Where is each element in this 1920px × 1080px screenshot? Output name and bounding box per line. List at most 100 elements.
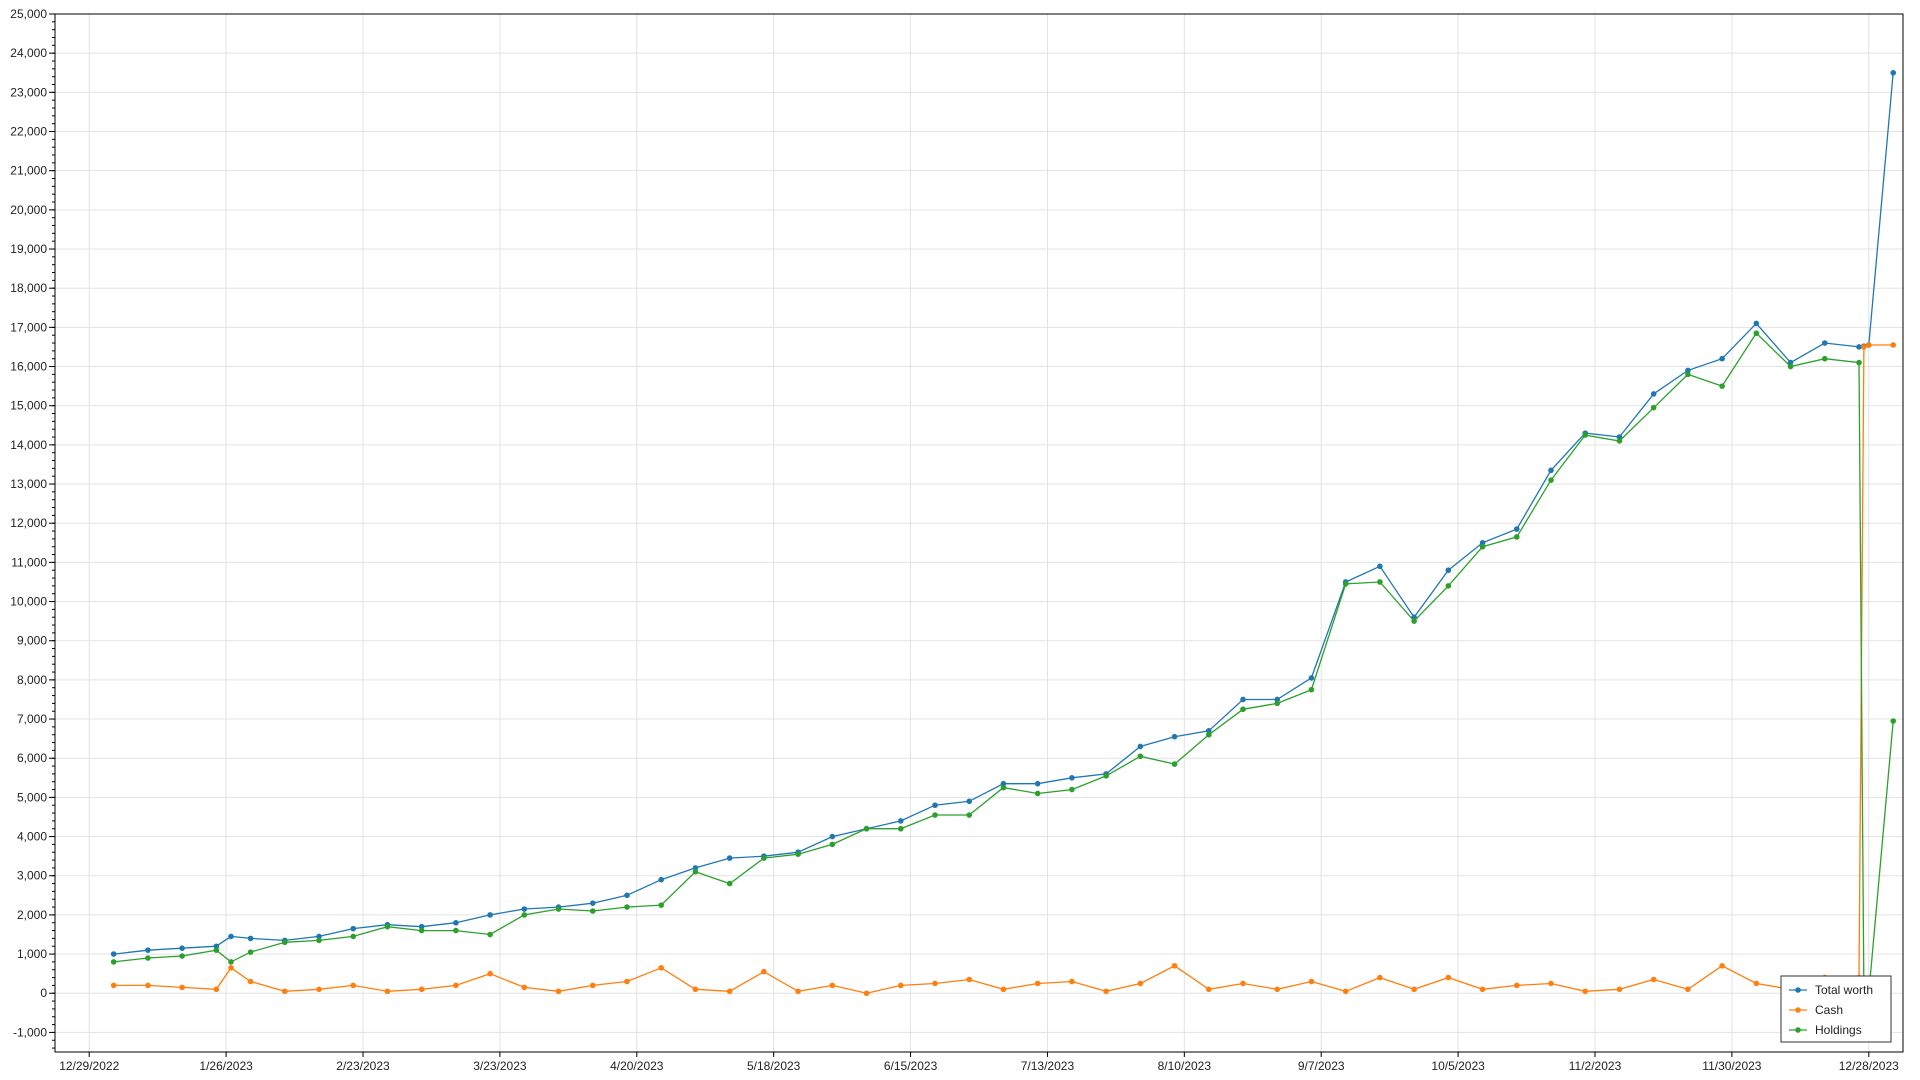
legend-label: Cash xyxy=(1815,1003,1843,1017)
plot-area-border xyxy=(54,13,1904,1053)
x-tick-label: 7/13/2023 xyxy=(1021,1059,1075,1073)
data-point xyxy=(1308,675,1315,681)
y-tick-label: 5,000 xyxy=(17,790,47,804)
data-point xyxy=(761,968,767,975)
x-tick-label: 1/26/2023 xyxy=(199,1059,253,1073)
data-point xyxy=(966,976,973,983)
data-point xyxy=(863,990,870,997)
data-point xyxy=(966,812,973,818)
data-point xyxy=(897,818,904,824)
y-tick-label: 7,000 xyxy=(17,712,47,726)
data-point xyxy=(418,923,425,930)
data-point xyxy=(589,900,596,906)
series-line xyxy=(113,332,1894,994)
data-point xyxy=(1069,775,1075,781)
legend: Total worth Cash Holdings xyxy=(1780,975,1892,1043)
data-point xyxy=(145,982,151,989)
data-point xyxy=(1171,733,1178,740)
series-cash xyxy=(110,342,1897,997)
series-line xyxy=(113,72,1894,955)
series-line xyxy=(113,344,1894,994)
data-point xyxy=(1513,982,1520,989)
data-point xyxy=(145,947,151,953)
data-point xyxy=(1377,974,1383,981)
data-point xyxy=(521,906,528,912)
data-point xyxy=(1513,534,1520,540)
x-tick-label: 4/20/2023 xyxy=(610,1059,664,1073)
data-point xyxy=(453,982,459,989)
grid-layer xyxy=(55,13,1903,1052)
data-point xyxy=(1719,963,1725,969)
y-tick-label: 12,000 xyxy=(10,516,47,530)
data-point xyxy=(1103,773,1109,779)
legend-swatch-marker xyxy=(1795,1027,1801,1033)
data-point xyxy=(1308,686,1315,693)
data-point xyxy=(487,912,493,918)
data-point xyxy=(1137,980,1144,987)
data-point xyxy=(418,986,425,993)
data-point xyxy=(1000,784,1007,791)
data-point xyxy=(1342,988,1349,995)
data-point xyxy=(110,982,117,989)
y-tick-label: 13,000 xyxy=(10,477,47,491)
data-point xyxy=(1582,432,1589,438)
y-tick-label: 1,000 xyxy=(17,947,47,961)
data-point xyxy=(1205,728,1212,734)
data-point xyxy=(179,984,185,991)
data-point xyxy=(726,880,733,887)
data-point xyxy=(555,906,562,912)
y-tick-label: 8,000 xyxy=(17,673,47,687)
data-point xyxy=(658,964,665,971)
data-point xyxy=(228,964,234,971)
y-tick-label: 16,000 xyxy=(10,360,47,374)
data-point xyxy=(1685,367,1691,374)
data-point xyxy=(1137,753,1144,760)
x-tick-label: 6/15/2023 xyxy=(884,1059,938,1073)
x-axis: 12/29/2022 1/26/2023 2/23/2023 3/23/2023 4/2… xyxy=(59,1052,1899,1073)
y-tick-label: 9,000 xyxy=(17,634,47,648)
y-tick-label: 14,000 xyxy=(10,438,47,452)
data-point xyxy=(1479,543,1486,550)
y-tick-label: 3,000 xyxy=(17,869,47,883)
data-point xyxy=(966,798,973,805)
data-point xyxy=(350,982,357,989)
data-point xyxy=(692,865,699,871)
x-tick-label: 8/10/2023 xyxy=(1158,1059,1212,1073)
data-point xyxy=(1274,986,1281,993)
data-point xyxy=(1445,567,1452,574)
y-tick-label: 22,000 xyxy=(10,125,47,139)
data-point xyxy=(1308,978,1315,985)
y-tick-label: 19,000 xyxy=(10,242,47,256)
data-point xyxy=(281,939,288,946)
data-point xyxy=(1342,581,1349,587)
y-tick-label: 11,000 xyxy=(11,555,47,569)
data-point xyxy=(521,912,528,918)
data-point xyxy=(1616,986,1623,993)
x-tick-label: 11/30/2023 xyxy=(1702,1059,1761,1073)
data-point xyxy=(228,959,234,965)
data-point xyxy=(1103,988,1109,995)
data-point xyxy=(932,812,938,818)
data-point xyxy=(487,931,493,938)
y-tick-label: 15,000 xyxy=(10,399,47,413)
data-point xyxy=(1616,438,1623,444)
legend-item: Total worth xyxy=(1789,983,1873,997)
data-point xyxy=(487,970,493,977)
y-tick-label: 23,000 xyxy=(10,85,47,99)
y-tick-label: 17,000 xyxy=(10,320,47,334)
data-point xyxy=(897,825,904,832)
series-layer xyxy=(110,69,1897,997)
data-point xyxy=(795,851,801,857)
data-point xyxy=(1205,986,1212,993)
data-point xyxy=(1856,359,1862,366)
data-point xyxy=(1513,526,1520,532)
data-point xyxy=(1240,696,1246,703)
legend-item: Cash xyxy=(1789,1003,1843,1017)
data-point xyxy=(316,986,322,993)
data-point xyxy=(1719,383,1725,389)
data-point xyxy=(1205,731,1212,738)
data-point xyxy=(1548,477,1554,483)
data-point xyxy=(1890,69,1897,76)
series-total-worth xyxy=(110,69,1897,957)
data-point xyxy=(1171,761,1178,767)
